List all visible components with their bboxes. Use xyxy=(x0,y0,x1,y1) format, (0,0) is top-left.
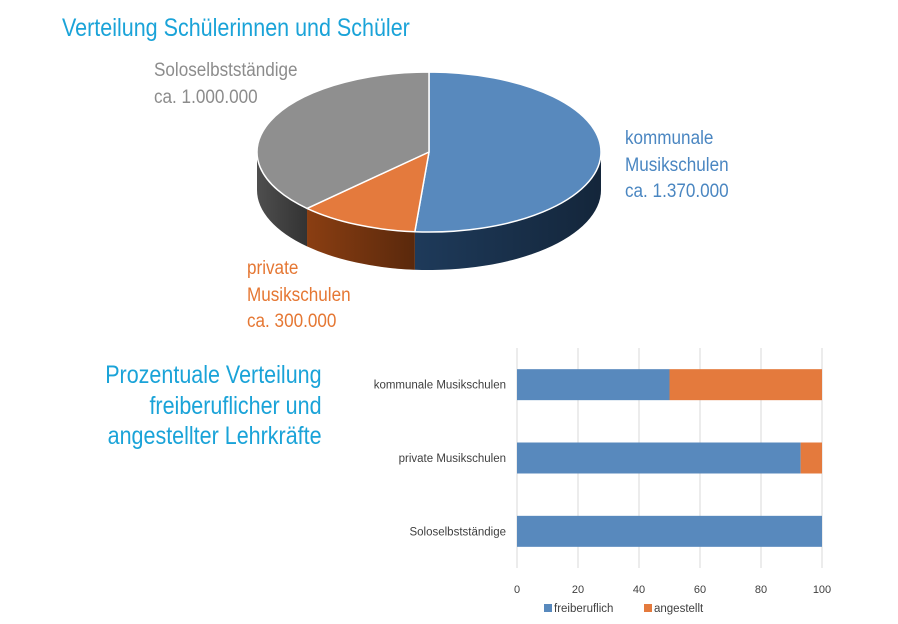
stacked-bar-chart: kommunale Musikschulen private Musikschul… xyxy=(374,348,831,615)
legend-swatch xyxy=(644,604,652,612)
pie-label-line: kommunale xyxy=(625,128,714,149)
x-tick-label: 60 xyxy=(694,584,706,596)
pie-label-line: ca. 1.370.000 xyxy=(625,181,729,202)
bar-angestellt xyxy=(669,369,822,401)
pie-label-soloselbststaendige: Soloselbstständige ca. 1.000.000 xyxy=(154,58,298,111)
pie-slice-privat xyxy=(306,151,430,233)
pie-chart xyxy=(256,71,602,270)
x-tick-label: 80 xyxy=(755,584,767,596)
pie-slice-solo xyxy=(256,71,430,210)
pie-label-line: Musikschulen xyxy=(247,284,351,306)
category-label: Soloselbstständige xyxy=(409,526,506,538)
bar-freiberuflich xyxy=(517,369,670,401)
bar-chart-title-line: Prozentuale Verteilung xyxy=(105,361,322,389)
bar-chart-title: Prozentuale Verteilung freiberuflicher u… xyxy=(106,360,322,452)
bar-chart-title-line: angestellter Lehrkräfte xyxy=(108,422,323,450)
bar-angestellt xyxy=(800,442,822,474)
pie-label-private-musikschulen: private Musikschulen ca. 300.000 xyxy=(247,256,351,336)
pie-chart-title: Verteilung Schülerinnen und Schüler xyxy=(62,14,410,42)
pie-side-shade-kommunal xyxy=(414,152,601,270)
pie-label-line: ca. 300.000 xyxy=(247,311,337,332)
bar-freiberuflich xyxy=(517,515,822,547)
pie-label-line: Musikschulen xyxy=(625,154,729,176)
x-tick-label: 20 xyxy=(572,584,584,596)
bar-chart-title-line: freiberuflicher und xyxy=(149,391,322,420)
pie-label-line: ca. 1.000.000 xyxy=(154,86,258,108)
category-label: kommunale Musikschulen xyxy=(374,380,506,392)
legend-label: angestellt xyxy=(654,603,704,615)
category-label: private Musikschulen xyxy=(399,453,506,465)
pie-label-line: Soloselbstständige xyxy=(154,60,298,81)
pie-label-line: private xyxy=(247,258,299,279)
legend-swatch xyxy=(544,604,552,612)
x-tick-label: 100 xyxy=(813,584,831,596)
x-tick-label: 40 xyxy=(633,584,645,596)
bar-freiberuflich xyxy=(517,442,801,474)
pie-side-shade-solo xyxy=(257,152,308,247)
pie-side-shade-privat xyxy=(307,208,415,270)
x-tick-label: 0 xyxy=(514,584,520,596)
pie-label-kommunale-musikschulen: kommunale Musikschulen ca. 1.370.000 xyxy=(625,126,729,206)
legend-label: freiberuflich xyxy=(554,603,613,615)
pie-slice-kommunal xyxy=(414,71,602,233)
